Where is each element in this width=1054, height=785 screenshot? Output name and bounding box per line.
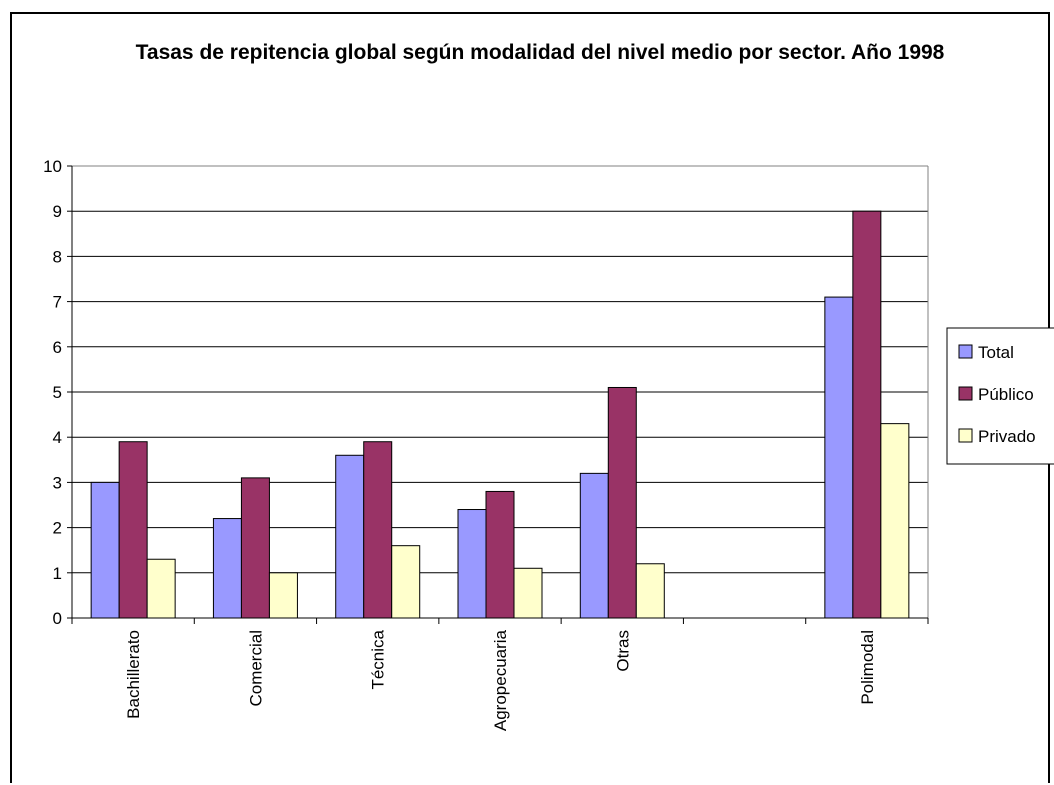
y-tick-label: 2 — [53, 519, 62, 538]
y-tick-label: 9 — [53, 202, 62, 221]
bar — [579, 472, 609, 619]
legend-label: Total — [978, 343, 1014, 362]
bar — [513, 567, 543, 619]
x-tick-label: Otras — [613, 630, 632, 672]
x-tick-label: Polimodal — [858, 630, 877, 705]
bar — [824, 296, 854, 619]
bar — [635, 563, 665, 619]
bar — [607, 386, 637, 619]
x-axis-ticks: Bachillerato Comercial Técnica Agropecuaria… — [124, 629, 877, 731]
bar — [268, 572, 298, 619]
bar — [90, 481, 120, 619]
bars — [90, 210, 910, 619]
y-tick-label: 7 — [53, 293, 62, 312]
axes — [67, 165, 929, 624]
bar — [240, 477, 270, 619]
y-tick-label: 0 — [53, 609, 62, 628]
bar — [485, 490, 515, 619]
x-tick-label: Comercial — [246, 630, 265, 707]
legend-swatch — [958, 428, 973, 443]
bar — [212, 518, 242, 619]
chart-title: Tasas de repitencia global según modalid… — [135, 41, 945, 64]
y-tick-label: 3 — [53, 473, 62, 492]
bar — [118, 441, 148, 619]
bar — [363, 441, 393, 619]
legend-label: Público — [978, 385, 1034, 404]
y-axis-ticks: 0 1 2 3 4 5 6 7 8 9 10 — [43, 157, 62, 628]
x-tick-label: Técnica — [369, 629, 388, 689]
bar — [391, 545, 421, 619]
y-tick-label: 1 — [53, 564, 62, 583]
y-tick-label: 4 — [53, 428, 62, 447]
bar — [852, 210, 882, 619]
x-tick-label: Agropecuaria — [491, 629, 510, 731]
y-tick-label: 8 — [53, 247, 62, 266]
legend-swatch — [958, 344, 973, 359]
bar — [457, 509, 487, 619]
legend-swatch — [958, 386, 973, 401]
y-tick-label: 5 — [53, 383, 62, 402]
y-tick-label: 6 — [53, 338, 62, 357]
bar — [335, 454, 365, 619]
legend: Total Público Privado — [946, 327, 1054, 465]
y-tick-label: 10 — [43, 157, 62, 176]
legend-label: Privado — [978, 427, 1036, 446]
x-tick-label: Bachillerato — [124, 630, 143, 719]
bar — [880, 423, 910, 619]
bar — [146, 558, 176, 619]
